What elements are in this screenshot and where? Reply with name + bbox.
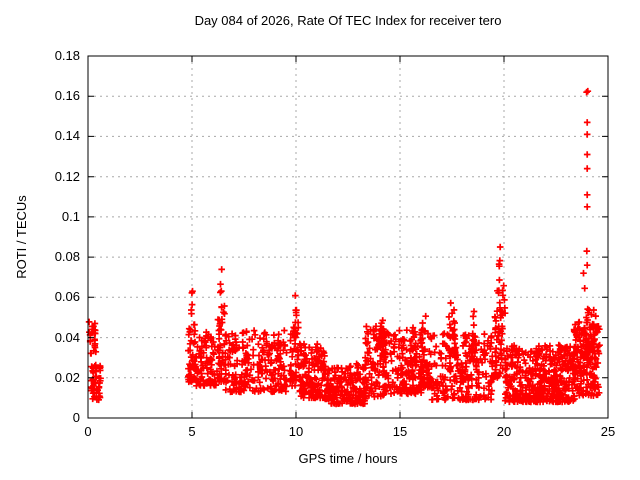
x-tick-label: 0	[84, 424, 92, 439]
y-tick-label: 0.12	[54, 168, 80, 184]
y-tick-label: 0.14	[54, 128, 80, 144]
x-tick-label: 5	[188, 424, 196, 439]
plot-border	[87, 55, 609, 419]
y-tick-label: 0.02	[54, 369, 80, 385]
x-tick-label: 20	[496, 424, 512, 439]
tick-marks	[87, 55, 609, 419]
y-tick-label: 0.1	[61, 208, 80, 224]
y-tick-label: 0.16	[54, 88, 80, 104]
data-points	[85, 87, 603, 408]
x-tick-label: 25	[600, 424, 616, 439]
y-tick-label: 0.04	[54, 329, 80, 345]
x-tick-label: 15	[392, 424, 408, 439]
y-tick-label: 0.18	[54, 48, 80, 63]
chart-title: Day 084 of 2026, Rate Of TEC Index for r…	[194, 13, 502, 28]
y-tick-label: 0.06	[54, 289, 80, 305]
x-tick-label: 10	[288, 424, 304, 439]
y-tick-label: 0.08	[54, 249, 80, 265]
y-tick-label: 0	[72, 410, 80, 425]
x-axis-label: GPS time / hours	[298, 451, 398, 466]
y-axis-label: ROTI / TECUs	[14, 195, 29, 279]
gridlines	[88, 56, 608, 418]
